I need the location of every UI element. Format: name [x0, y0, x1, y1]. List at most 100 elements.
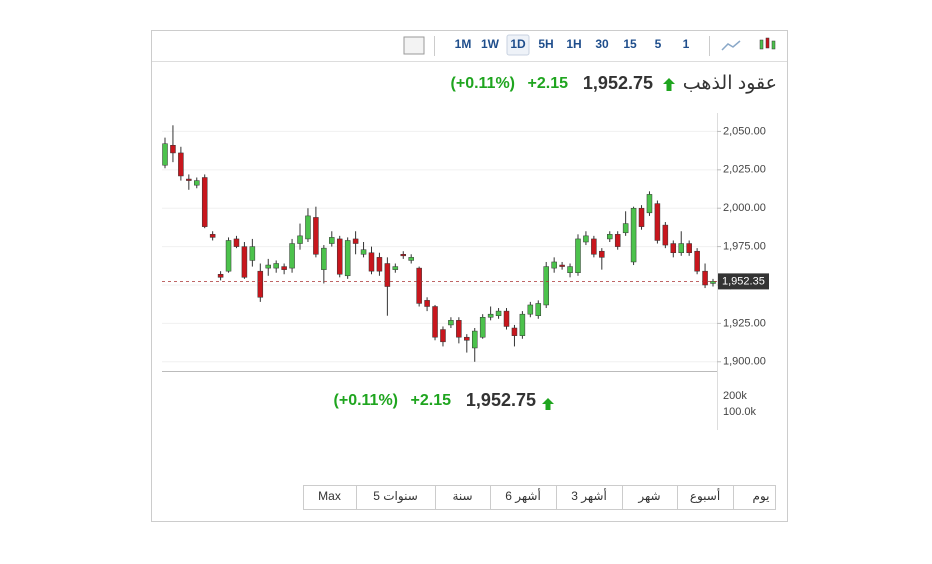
candle-body — [646, 194, 653, 214]
candle-body — [352, 238, 359, 244]
candle-body — [479, 317, 486, 338]
candle-body — [599, 250, 605, 258]
candle-body — [686, 243, 692, 254]
candle-body — [186, 178, 192, 181]
candle-body — [535, 303, 542, 316]
y-tick-label: 1,925.00 — [723, 317, 766, 329]
candle-body — [551, 261, 557, 269]
candle-body — [670, 243, 677, 254]
candle-body — [622, 223, 629, 234]
candle-body — [607, 234, 613, 240]
range-button[interactable]: سنة — [452, 489, 472, 503]
candle-body — [702, 270, 708, 286]
candle-body — [638, 207, 645, 227]
candle-body — [424, 300, 430, 307]
candle-body — [305, 215, 311, 240]
candle-body — [273, 263, 279, 269]
y-tick-label: 1,900.00 — [723, 356, 766, 368]
candle-body — [321, 247, 327, 270]
y-tick-label: 2,000.00 — [723, 202, 766, 214]
interval-button[interactable]: 1W — [481, 37, 500, 51]
candle-body — [471, 330, 478, 349]
candle-body — [281, 266, 287, 270]
candle-body — [249, 246, 256, 261]
last-price: 1,952.75 — [466, 390, 536, 410]
interval-button[interactable]: 1H — [566, 37, 581, 51]
y-tick-label: 2,025.00 — [723, 164, 766, 176]
candle-body — [336, 238, 343, 275]
range-button[interactable]: 5 سنوات — [373, 489, 418, 504]
range-bar — [303, 485, 776, 510]
settings-icon[interactable] — [403, 36, 425, 55]
range-button[interactable]: 3 أشهر — [571, 488, 607, 504]
candle-body — [678, 243, 684, 254]
interval-button[interactable]: 5 — [655, 37, 662, 51]
change: +2.15 — [411, 392, 452, 409]
y2-tick-label: 100.0k — [723, 406, 757, 418]
change: +2.15 — [528, 75, 569, 92]
candle-body — [519, 313, 526, 336]
candle-body — [209, 234, 216, 238]
y2-tick-label: 200k — [723, 390, 747, 402]
candle-body — [694, 250, 700, 272]
header-arrow — [663, 78, 675, 91]
candle-body — [543, 266, 549, 306]
active-interval[interactable] — [506, 34, 530, 56]
range-button[interactable]: شهر — [637, 489, 660, 504]
interval-button[interactable]: 5H — [538, 37, 553, 51]
candle-body — [408, 257, 414, 261]
candle-body — [654, 203, 661, 241]
candle-body — [170, 145, 176, 154]
range-button[interactable]: يوم — [753, 489, 770, 504]
candle-body — [162, 143, 168, 166]
range-button[interactable]: Max — [318, 489, 341, 503]
change-pct: (+0.11%) — [334, 392, 398, 409]
candle-body — [448, 320, 454, 326]
candle-body — [360, 249, 367, 255]
frame — [151, 30, 788, 522]
range-button[interactable]: 6 أشهر — [505, 488, 541, 504]
candle-body — [503, 310, 510, 327]
candle-body — [591, 238, 597, 255]
candle-icon[interactable] — [759, 37, 776, 50]
candle-body — [225, 240, 232, 272]
range-button[interactable]: أسبوع — [690, 488, 720, 504]
price-tag — [718, 273, 769, 290]
y-tick-label: 1,975.00 — [723, 241, 766, 253]
candle-body — [241, 246, 248, 278]
candle-body — [662, 224, 669, 246]
candle-body — [511, 327, 518, 336]
candle-body — [265, 264, 271, 269]
candle-body — [289, 243, 295, 269]
candle-body — [432, 306, 438, 338]
line-chart-icon[interactable] — [721, 40, 741, 51]
candle-body — [297, 235, 303, 244]
footer-arrow — [542, 398, 554, 410]
candle-body — [178, 152, 184, 177]
interval-button[interactable]: 15 — [623, 37, 637, 51]
candle-body — [416, 267, 422, 304]
interval-button[interactable]: 1 — [683, 37, 690, 51]
candle-body — [344, 240, 351, 277]
candle-body — [329, 237, 335, 244]
candle-body — [194, 180, 200, 186]
instrument-name: عقود الذهب — [683, 73, 777, 94]
candle-body — [233, 238, 240, 247]
candle-body — [257, 270, 264, 298]
candle-body — [217, 274, 224, 278]
candle-body — [527, 304, 534, 315]
candle-body — [575, 238, 581, 273]
interval-button[interactable]: 1D — [510, 37, 526, 51]
candle-body — [559, 264, 565, 267]
interval-button[interactable]: 1M — [455, 37, 472, 51]
candle-body — [710, 281, 716, 284]
candle-body — [313, 217, 319, 255]
candle-body — [567, 266, 573, 273]
interval-button[interactable]: 30 — [595, 37, 609, 51]
last-price: 1,952.75 — [583, 73, 653, 93]
y-tick-label: 2,050.00 — [723, 125, 766, 137]
candle-body — [368, 252, 375, 272]
price-tag-label: 1,952.35 — [722, 275, 765, 287]
